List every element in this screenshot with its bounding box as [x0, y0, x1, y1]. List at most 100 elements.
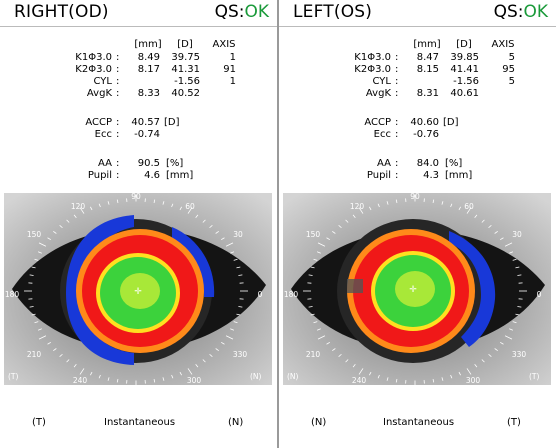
degree-tick	[458, 371, 461, 376]
avgk-mm: 8.33	[137, 88, 160, 99]
compass-210: 210	[27, 350, 42, 359]
cyl-axis: 1	[229, 76, 236, 87]
degree-tick	[29, 274, 34, 276]
degree-tick	[53, 348, 57, 352]
degree-tick	[310, 266, 315, 269]
k1-d: 39.85	[450, 52, 479, 63]
avgk-label: AvgK	[365, 88, 391, 99]
degree-tick	[358, 368, 364, 375]
k1-sep: :	[116, 52, 120, 63]
col-axis-header: AXIS	[491, 39, 515, 50]
compass-300: 300	[187, 376, 202, 385]
degree-tick	[345, 359, 349, 363]
pupil-sep: :	[395, 170, 399, 181]
k1-label: K1Φ3.0	[75, 52, 112, 63]
accp-sep: :	[116, 117, 120, 128]
qs-ok-value: OK	[523, 2, 548, 22]
degree-tick	[395, 379, 398, 383]
blue-flat-zone	[449, 231, 496, 347]
degree-tick	[432, 379, 435, 383]
degree-tick	[53, 230, 57, 234]
cyl-label: CYL	[372, 76, 392, 87]
compass-0: 0	[258, 290, 263, 299]
degree-tick	[59, 353, 63, 357]
accp-unit: [D]	[164, 117, 180, 128]
ecc-label: Ecc	[94, 129, 112, 140]
qs-label: QS:	[214, 2, 245, 22]
center-cross-icon: ✛	[134, 287, 142, 297]
degree-tick	[512, 258, 517, 261]
aa-label: AA	[377, 158, 391, 169]
degree-tick	[332, 230, 336, 234]
cyl-d: -1.56	[174, 76, 200, 87]
right-eye-title: RIGHT(OD)	[14, 2, 109, 22]
pupil-value: 4.3	[423, 170, 439, 181]
degree-tick	[236, 266, 241, 269]
degree-tick	[98, 374, 101, 379]
degree-tick	[332, 348, 336, 352]
degree-tick	[509, 328, 514, 331]
footer-right-label: (N)	[228, 417, 244, 428]
degree-tick	[395, 199, 398, 203]
degree-tick	[317, 335, 326, 340]
map-side-label-right: (N)	[250, 372, 262, 381]
aa-label: AA	[98, 158, 112, 169]
degree-tick	[90, 206, 93, 211]
avgk-d: 40.52	[171, 88, 200, 99]
degree-tick	[162, 201, 165, 205]
degree-tick	[494, 348, 498, 352]
right-quality-score: QS:OK	[215, 2, 269, 22]
degree-tick	[171, 374, 174, 379]
avgk-sep: :	[395, 88, 399, 99]
pupil-label: Pupil	[87, 170, 112, 181]
degree-tick	[153, 199, 156, 203]
k1-d: 39.75	[171, 52, 200, 63]
degree-tick	[481, 359, 485, 363]
pupil-unit: [mm]	[445, 170, 473, 181]
avgk-sep: :	[116, 88, 120, 99]
map-type-label: Instantaneous	[383, 417, 455, 428]
footer-left-label: (T)	[32, 417, 46, 428]
compass-240: 240	[352, 376, 367, 385]
degree-tick	[202, 219, 206, 223]
degree-tick	[225, 335, 234, 340]
ecc-value: -0.74	[134, 129, 160, 140]
degree-tick	[499, 341, 504, 345]
degree-tick	[225, 242, 234, 247]
aa-unit: [%]	[445, 158, 463, 169]
col-d-header: [D]	[177, 39, 193, 50]
degree-tick	[107, 377, 110, 381]
k2-label: K2Φ3.0	[354, 64, 391, 75]
k2-d: 41.41	[450, 64, 479, 75]
k1-label: K1Φ3.0	[354, 52, 391, 63]
degree-tick-ring	[24, 194, 248, 385]
degree-tick	[515, 313, 520, 316]
avgk-mm: 8.31	[416, 88, 439, 99]
ecc-sep: :	[395, 129, 399, 140]
degree-tick	[79, 368, 85, 375]
degree-tick	[504, 335, 513, 340]
degree-tick	[504, 242, 513, 247]
degree-tick	[316, 251, 321, 254]
degree-tick	[494, 230, 498, 234]
compass-0: 0	[537, 290, 542, 299]
aa-sep: :	[395, 158, 399, 169]
pupil-unit: [mm]	[166, 170, 194, 181]
k2-sep: :	[116, 64, 120, 75]
degree-tick-ring	[303, 194, 527, 385]
degree-tick	[37, 251, 42, 254]
compass-60: 60	[185, 202, 195, 211]
compass-120: 120	[350, 202, 365, 211]
degree-tick	[515, 266, 520, 269]
degree-tick	[195, 364, 199, 368]
aa-unit: [%]	[166, 158, 184, 169]
accp-sep: :	[395, 117, 399, 128]
map-side-label-left: (T)	[8, 372, 19, 381]
compass-330: 330	[512, 350, 527, 359]
col-axis-header: AXIS	[212, 39, 236, 50]
blue-flat-zone	[66, 215, 134, 365]
left-eye-panel: LEFT(OS) QS:OK [mm] [D] AXIS K1Φ3.0 : 8.…	[279, 0, 556, 448]
compass-90: 90	[410, 193, 420, 201]
degree-tick	[179, 206, 182, 211]
degree-tick	[313, 321, 318, 324]
